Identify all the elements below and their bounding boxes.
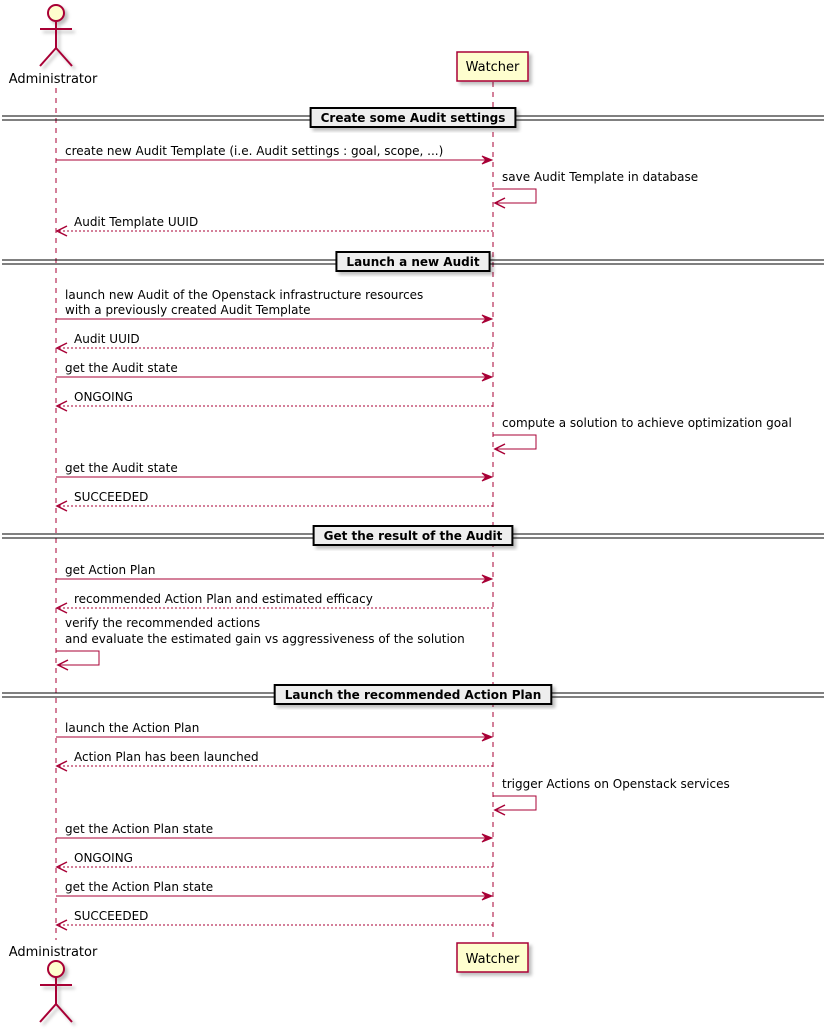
arrowhead-icon [493, 443, 506, 455]
arrowhead-icon [55, 602, 68, 614]
arrowhead-icon [55, 342, 68, 354]
administrator-label-bottom: Administrator [9, 945, 98, 960]
watcher-box-bottom [456, 942, 529, 973]
message: recommended Action Plan and estimated ef… [55, 592, 493, 614]
message-label: create new Audit Template (i.e. Audit se… [65, 144, 443, 158]
message-label: launch the Action Plan [65, 721, 199, 735]
administrator-actor-icon-bottom [39, 960, 73, 1023]
arrowhead-icon [481, 732, 494, 742]
divider: Get the result of the Audit [2, 525, 824, 546]
message: save Audit Template in database [493, 170, 698, 209]
message: get Action Plan [56, 563, 494, 584]
arrowhead-icon [481, 833, 494, 843]
arrowhead-icon [481, 155, 494, 165]
watcher-label-top: Watcher [466, 60, 520, 75]
self-arrow [493, 434, 537, 450]
message: get the Action Plan state [56, 822, 494, 843]
message-label: get Action Plan [65, 563, 155, 577]
message: compute a solution to achieve optimizati… [493, 416, 792, 455]
message-label: trigger Actions on Openstack services [502, 777, 730, 791]
divider-box [312, 525, 514, 546]
arrowhead-icon [55, 760, 68, 772]
administrator-label-top: Administrator [9, 72, 98, 87]
message: SUCCEEDED [55, 909, 493, 931]
watcher-label-bottom: Watcher [466, 952, 520, 967]
arrowhead-icon [481, 574, 494, 584]
divider-label: Launch the recommended Action Plan [285, 688, 542, 702]
self-arrow [56, 650, 100, 666]
message: Action Plan has been launched [55, 750, 493, 772]
message-label: get the Action Plan state [65, 822, 213, 836]
arrowhead-icon [493, 804, 506, 816]
arrowhead-icon [481, 472, 494, 482]
message-label: get the Audit state [65, 461, 178, 475]
divider-box [273, 684, 553, 705]
message-label: compute a solution to achieve optimizati… [502, 416, 792, 430]
message-label: and evaluate the estimated gain vs aggre… [65, 632, 465, 646]
message-label: Audit Template UUID [74, 215, 198, 229]
divider: Launch the recommended Action Plan [2, 684, 824, 705]
message-label: Audit UUID [74, 332, 140, 346]
message: trigger Actions on Openstack services [493, 777, 730, 816]
arrowhead-icon [481, 372, 494, 382]
divider-label: Get the result of the Audit [324, 529, 503, 543]
message-label: save Audit Template in database [502, 170, 698, 184]
message-label: SUCCEEDED [74, 490, 148, 504]
self-arrow [493, 795, 537, 811]
arrowhead-icon [55, 500, 68, 512]
arrowhead-icon [55, 225, 68, 237]
divider-label: Create some Audit settings [321, 111, 506, 125]
arrowhead-icon [55, 919, 68, 931]
message-label: SUCCEEDED [74, 909, 148, 923]
divider-label: Launch a new Audit [346, 255, 479, 269]
message-label: launch new Audit of the Openstack infras… [65, 288, 423, 302]
message-label: get the Audit state [65, 361, 178, 375]
message-label: ONGOING [74, 390, 133, 404]
message: get the Audit state [56, 461, 494, 482]
arrowhead-icon [55, 861, 68, 873]
message: launch new Audit of the Openstack infras… [56, 288, 494, 324]
divider-box [309, 107, 517, 128]
arrowhead-icon [56, 659, 69, 671]
watcher-box-top [456, 51, 529, 82]
message: Audit Template UUID [55, 215, 493, 237]
message: Audit UUID [55, 332, 493, 354]
arrowhead-icon [55, 400, 68, 412]
message: ONGOING [55, 851, 493, 873]
message-label: recommended Action Plan and estimated ef… [74, 592, 373, 606]
message-label: ONGOING [74, 851, 133, 865]
self-arrow [493, 188, 537, 204]
administrator-actor-icon [39, 4, 73, 67]
message: launch the Action Plan [56, 721, 494, 742]
message: get the Action Plan state [56, 880, 494, 901]
message-label: verify the recommended actions [65, 616, 260, 630]
arrowhead-icon [493, 197, 506, 209]
divider-box [335, 251, 491, 272]
message-label: Action Plan has been launched [74, 750, 259, 764]
message: get the Audit state [56, 361, 494, 382]
divider: Launch a new Audit [2, 251, 824, 272]
message-label: get the Action Plan state [65, 880, 213, 894]
message: create new Audit Template (i.e. Audit se… [56, 144, 494, 165]
message: ONGOING [55, 390, 493, 412]
message: verify the recommended actions and evalua… [56, 616, 465, 671]
arrowhead-icon [481, 314, 494, 324]
message: SUCCEEDED [55, 490, 493, 512]
divider: Create some Audit settings [2, 107, 824, 128]
message-label: with a previously created Audit Template [65, 303, 311, 317]
arrowhead-icon [481, 891, 494, 901]
